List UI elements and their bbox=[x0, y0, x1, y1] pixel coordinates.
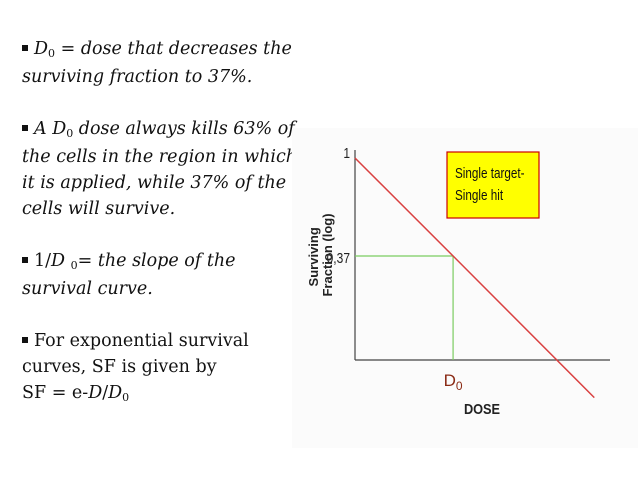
y-tick-label-1: 1 bbox=[343, 145, 350, 162]
bullet-d0-kills: A D0 dose always kills 63% of the cells … bbox=[22, 119, 298, 219]
y-axis-title: Surviving Fraction (log) bbox=[306, 213, 335, 296]
survival-curve-chart: 1 0,37 Surviving Fraction (log) D0 DOSE … bbox=[292, 128, 638, 448]
bullet-square-icon bbox=[22, 257, 28, 263]
legend-line1: Single target- bbox=[455, 165, 525, 182]
legend-line2: Single hit bbox=[455, 187, 503, 204]
bullet-d0-definition: D0 = dose that decreases the surviving f… bbox=[22, 39, 292, 87]
x-axis-title: DOSE bbox=[464, 400, 500, 417]
bullet-slope: 1/D 0= the slope of the survival curve. bbox=[22, 251, 236, 299]
y-axis-title-line2: Fraction (log) bbox=[320, 213, 335, 296]
y-tick-label-037: 0,37 bbox=[327, 250, 350, 267]
x-tick-label-d0: D0 bbox=[444, 371, 463, 393]
bullet-square-icon bbox=[22, 125, 28, 131]
chart-svg: 1 0,37 Surviving Fraction (log) D0 DOSE … bbox=[306, 145, 610, 417]
bullet-square-icon bbox=[22, 45, 28, 51]
bullet-square-icon bbox=[22, 337, 28, 343]
y-axis-title-line1: Surviving bbox=[306, 227, 321, 286]
bullet-list: D0 = dose that decreases the surviving f… bbox=[22, 36, 302, 434]
bullet-exponential: For exponential survival curves, SF is g… bbox=[22, 331, 249, 404]
survival-curve-line bbox=[354, 157, 595, 399]
legend-box bbox=[446, 151, 540, 219]
